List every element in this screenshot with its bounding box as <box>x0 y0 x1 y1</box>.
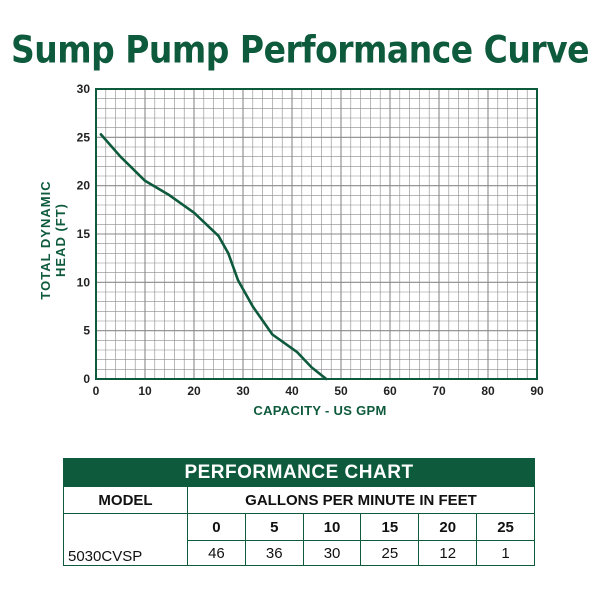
table-header: PERFORMANCE CHART <box>63 458 535 487</box>
chart-title: Sump Pump Performance Curve <box>10 27 590 72</box>
gpm-column: 20 <box>418 513 478 541</box>
x-tick-label: 30 <box>236 384 250 398</box>
performance-curve-line <box>99 133 328 381</box>
gpm-column: 0 <box>187 513 246 541</box>
x-tick-label: 40 <box>285 384 299 398</box>
y-tick-label: 20 <box>77 179 91 193</box>
gpm-column: 10 <box>302 513 362 541</box>
y-tick-label: 5 <box>83 324 90 338</box>
value-cell: 30 <box>302 540 362 566</box>
y-tick-label: 25 <box>77 130 91 144</box>
gpm-column: 15 <box>360 513 420 541</box>
performance-table: PERFORMANCE CHART MODEL GALLONS PER MINU… <box>63 458 535 566</box>
value-cell: 12 <box>418 540 478 566</box>
x-tick-label: 80 <box>481 384 495 398</box>
value-cell: 25 <box>360 540 420 566</box>
gpm-column: 5 <box>244 513 304 541</box>
y-axis-label-line2: HEAD (FT) <box>53 203 68 278</box>
y-tick-label: 0 <box>83 372 90 386</box>
y-axis-label: TOTAL DYNAMIC HEAD (FT) <box>38 90 68 390</box>
value-cell: 36 <box>244 540 304 566</box>
y-tick-label: 30 <box>77 82 91 96</box>
plot-frame <box>95 88 538 380</box>
x-axis-label: CAPACITY - US GPM <box>253 403 387 418</box>
x-tick-label: 50 <box>334 384 348 398</box>
x-tick-label: 20 <box>187 384 201 398</box>
gpm-header: GALLONS PER MINUTE IN FEET <box>187 486 535 514</box>
model-cell: 5030CVSP <box>63 513 188 566</box>
y-tick-label: 15 <box>77 227 91 241</box>
gpm-column: 25 <box>476 513 535 541</box>
x-tick-label: 70 <box>432 384 446 398</box>
x-tick-label: 10 <box>138 384 152 398</box>
value-cell: 1 <box>476 540 535 566</box>
x-tick-label: 0 <box>93 384 100 398</box>
x-tick-label: 90 <box>530 384 544 398</box>
x-tick-label: 60 <box>383 384 397 398</box>
y-axis-label-line1: TOTAL DYNAMIC <box>38 180 53 300</box>
value-cell: 46 <box>187 540 246 566</box>
model-header: MODEL <box>63 486 188 514</box>
y-tick-label: 10 <box>77 275 91 289</box>
